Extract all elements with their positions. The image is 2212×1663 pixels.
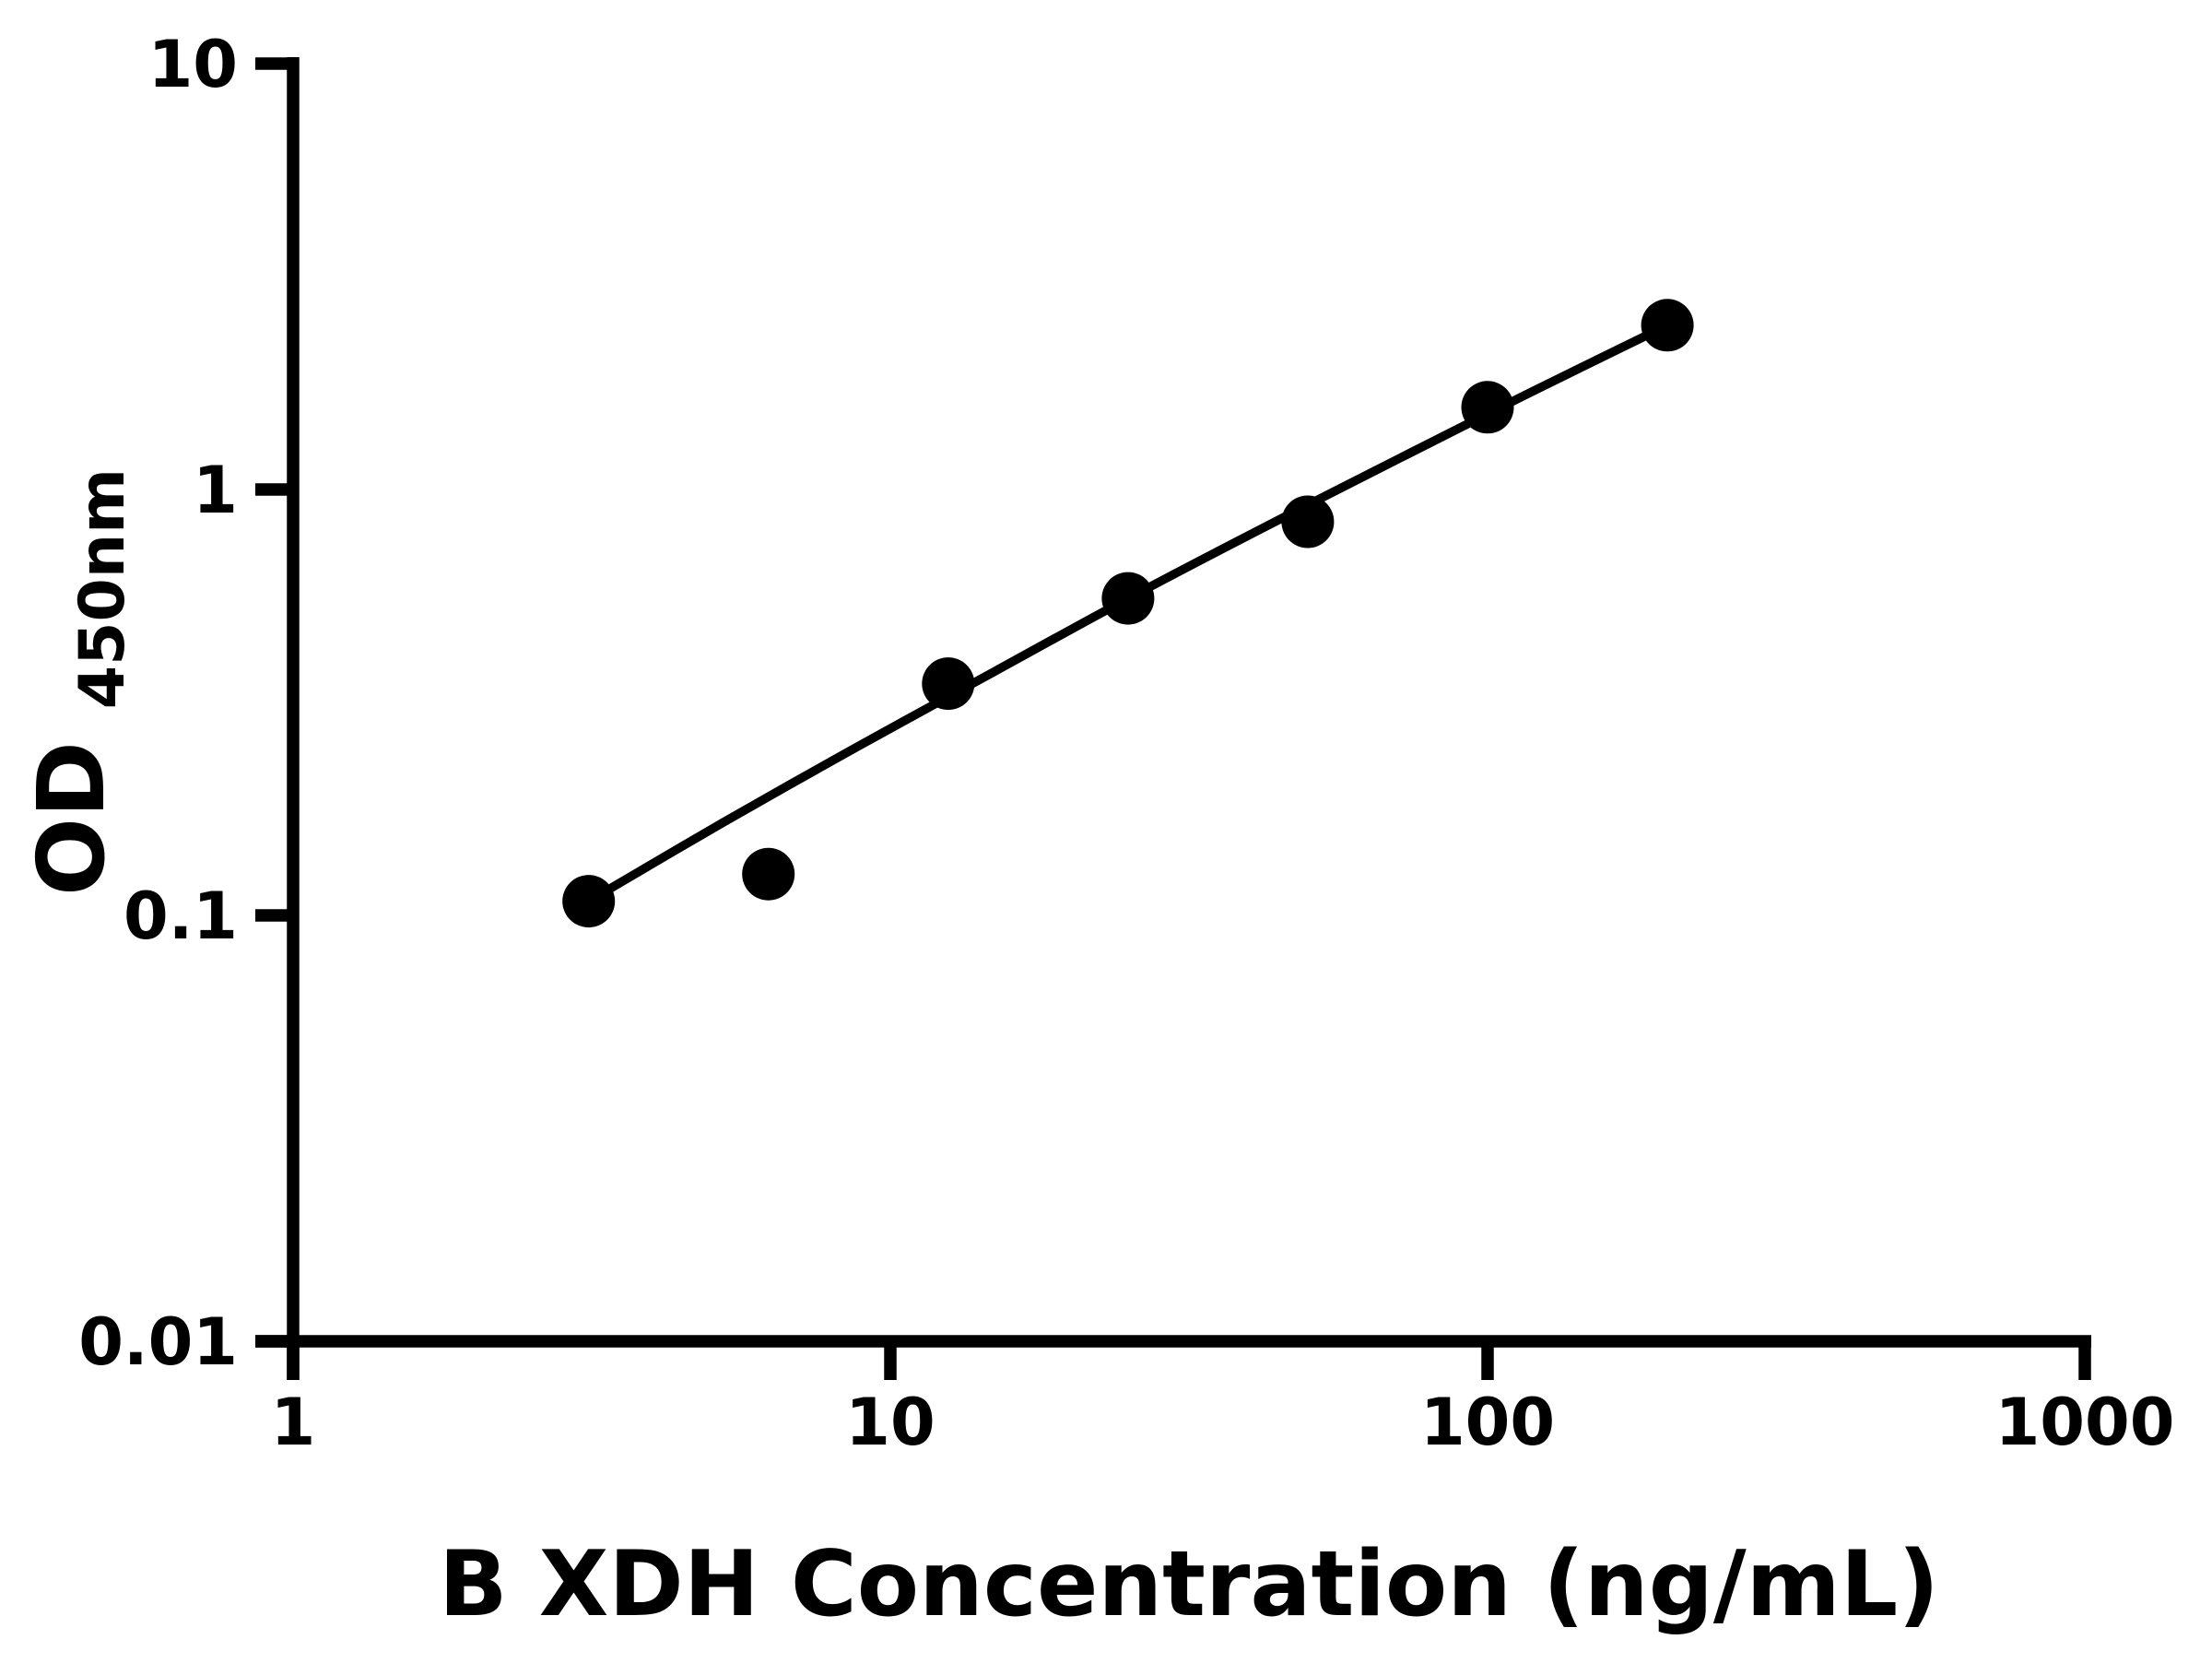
axes-layer: [255, 57, 2091, 1380]
data-point: [562, 875, 616, 928]
y-tick-label: 0.01: [78, 1304, 238, 1380]
y-axis-title-subscript: 450nm: [66, 468, 139, 709]
plot-layer: [562, 299, 1694, 928]
y-tick-label: 10: [148, 27, 238, 102]
data-point: [1281, 495, 1335, 548]
tick-label-layer: 10 1 0.1 0.01 1 10 100 1000: [78, 27, 2174, 1460]
x-tick-label: 1000: [1995, 1385, 2175, 1460]
data-point: [1101, 572, 1155, 625]
y-tick-label: 0.1: [124, 879, 238, 954]
x-tick-label: 10: [845, 1385, 935, 1460]
data-point: [922, 657, 975, 711]
x-tick-label: 100: [1420, 1385, 1555, 1460]
data-point: [742, 847, 795, 901]
data-point: [1461, 381, 1514, 434]
x-axis-title: B XDH Concentration (ng/mL): [439, 1532, 1939, 1637]
x-tick-label: 1: [271, 1385, 316, 1460]
y-tick-label: 1: [193, 453, 238, 528]
y-axis-title-main: OD: [18, 741, 125, 896]
y-axis-title: OD 450nm: [18, 468, 139, 896]
data-point: [1641, 299, 1694, 352]
